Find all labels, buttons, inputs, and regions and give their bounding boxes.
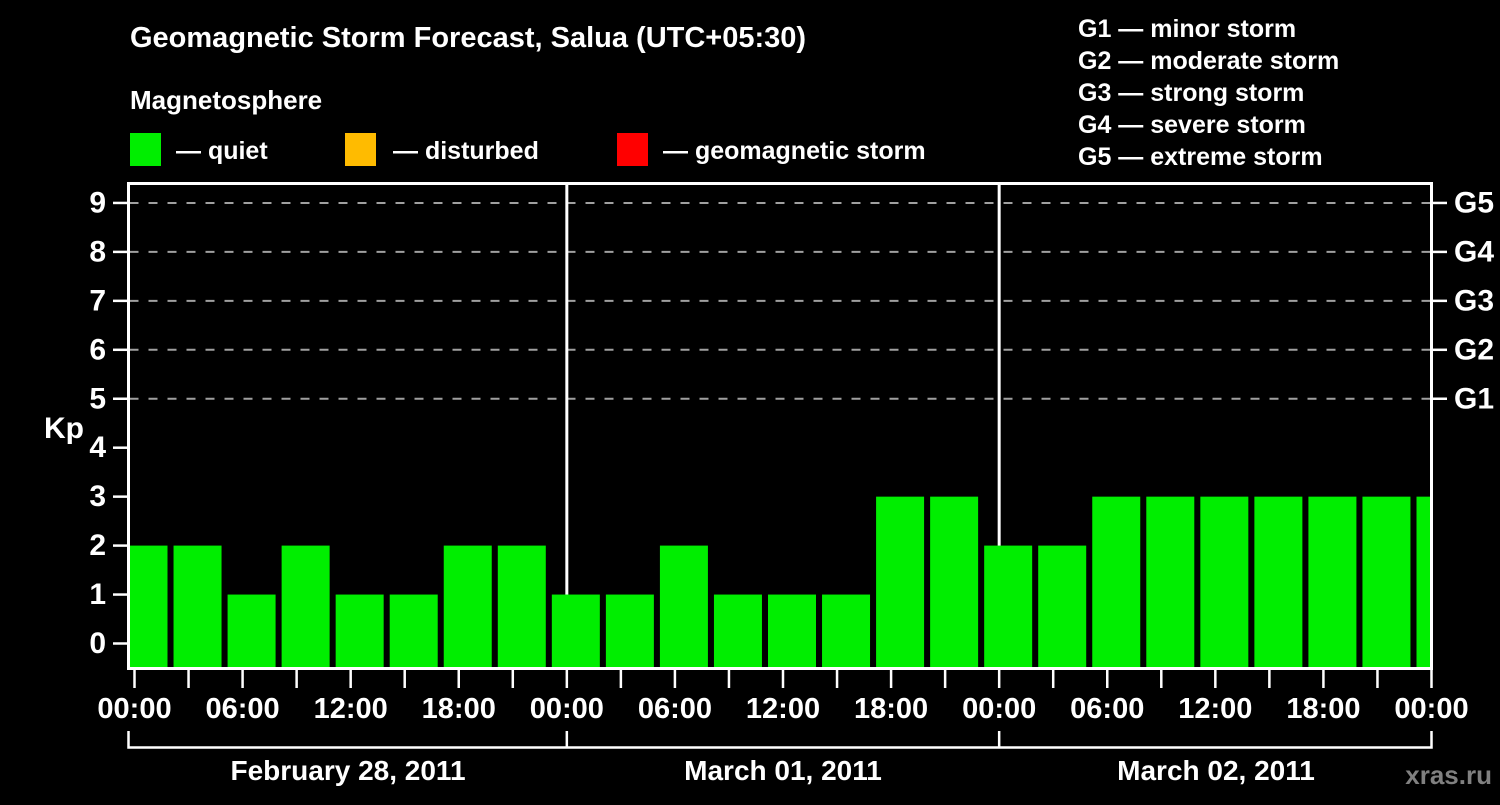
chart-title: Geomagnetic Storm Forecast, Salua (UTC+0… [130,22,807,54]
g-axis-label: G2 [1454,333,1494,366]
date-label-day3: March 02, 2011 [1117,755,1315,786]
time-label: 06:00 [638,693,712,725]
time-label: 00:00 [97,693,171,725]
g3-legend-line: G3 — strong storm [1078,79,1305,107]
kp-bar [1308,496,1357,668]
g2-legend-line: G2 — moderate storm [1078,47,1340,75]
kp-bar [1254,496,1303,668]
kp-bar [1038,545,1087,668]
date-bracket [127,731,1433,749]
kp-bar [551,594,600,668]
kp-bar [227,594,276,668]
quiet-legend-label: — quiet [176,137,268,165]
time-label: 00:00 [962,693,1036,725]
quiet-swatch-icon [130,133,161,166]
g5-legend-line: G5 — extreme storm [1078,143,1323,171]
kp-bar [335,594,384,668]
y-tick-label: 7 [89,284,106,317]
g1-legend-line: G1 — minor storm [1078,15,1297,43]
time-label: 18:00 [1286,693,1360,725]
g-scale-legend: G1 — minor storm G2 — moderate storm G3 … [1078,13,1339,173]
g-axis-label: G3 [1454,284,1494,317]
kp-bar [713,594,762,668]
time-label: 00:00 [530,693,604,725]
time-label: 06:00 [205,693,279,725]
g-axis-label: G1 [1454,382,1494,415]
time-label: 18:00 [422,693,496,725]
kp-bar [389,594,438,668]
time-label: 00:00 [1394,693,1468,725]
kp-bar [1092,496,1141,668]
y-tick-label: 1 [89,578,106,611]
kp-bar [768,594,816,668]
disturbed-legend-label: — disturbed [393,137,539,165]
date-label-day1: February 28, 2011 [230,755,466,786]
time-label: 12:00 [1178,693,1252,725]
kp-bar [497,545,546,668]
g-axis-label: G5 [1454,186,1494,219]
y-tick-label: 9 [89,186,106,219]
watermark: xras.ru [1405,760,1492,790]
kp-bar [822,594,871,668]
storm-swatch-icon [617,133,648,166]
kp-bar [984,545,1033,668]
disturbed-swatch-icon [345,133,376,166]
kp-bar [1416,496,1431,668]
kp-bar [876,496,925,668]
y-axis-label: Kp [44,412,84,445]
time-label: 12:00 [314,693,388,725]
g-axis-label: G4 [1454,235,1494,268]
y-tick-label: 0 [89,627,106,660]
plot-border [127,182,1433,670]
kp-bar [1146,496,1195,668]
kp-bar [173,545,222,668]
magnetosphere-label: Magnetosphere [130,85,323,115]
kp-bar [443,545,492,668]
y-tick-label: 6 [89,333,106,366]
kp-bar [1362,496,1411,668]
time-label: 12:00 [746,693,820,725]
date-label-day2: March 01, 2011 [684,755,882,786]
time-label: 18:00 [854,693,928,725]
y-tick-label: 8 [89,235,106,268]
kp-bar [281,545,330,668]
kp-bar [605,594,654,668]
storm-legend-label: — geomagnetic storm [663,137,926,165]
kp-bar [659,545,708,668]
g4-legend-line: G4 — severe storm [1078,111,1306,139]
kp-bar [1200,496,1249,668]
kp-bar [130,545,168,668]
y-tick-label: 3 [89,480,106,513]
time-label: 06:00 [1070,693,1144,725]
y-tick-label: 2 [89,529,106,562]
y-tick-label: 5 [89,382,106,415]
y-tick-label: 4 [89,431,106,464]
kp-bar [930,496,979,668]
